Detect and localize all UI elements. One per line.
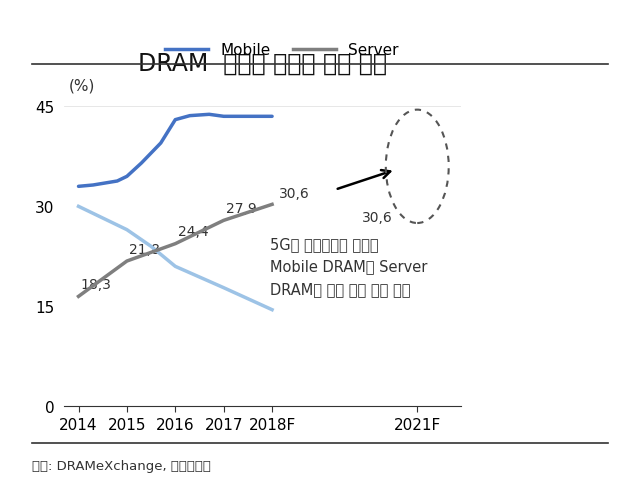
Mobile bbox=[138, 161, 145, 166]
Mobile bbox=[220, 114, 228, 120]
Server bbox=[220, 218, 228, 224]
Title: DRAM  제품별 출하량 비중 추이: DRAM 제품별 출하량 비중 추이 bbox=[138, 51, 387, 76]
Line: Mobile: Mobile bbox=[79, 115, 272, 187]
Mobile bbox=[172, 118, 179, 123]
Legend: Mobile, Server: Mobile, Server bbox=[159, 37, 405, 64]
Text: 30,6: 30,6 bbox=[279, 186, 310, 200]
Mobile bbox=[113, 179, 121, 184]
Text: 30,6: 30,6 bbox=[362, 210, 392, 224]
Mobile bbox=[205, 112, 213, 118]
Text: 24,4: 24,4 bbox=[178, 225, 209, 239]
Text: 27,9: 27,9 bbox=[226, 202, 257, 215]
Text: (%): (%) bbox=[69, 79, 95, 94]
Server bbox=[75, 294, 83, 300]
Mobile bbox=[268, 114, 276, 120]
Mobile bbox=[186, 114, 194, 120]
Text: 21,8: 21,8 bbox=[129, 242, 160, 256]
Mobile bbox=[123, 174, 131, 180]
Mobile bbox=[244, 114, 252, 120]
Server bbox=[123, 258, 131, 264]
Text: 18,3: 18,3 bbox=[81, 277, 112, 291]
Text: 자료: DRAMeXchange, 현대차증권: 자료: DRAMeXchange, 현대차증권 bbox=[32, 459, 211, 472]
Line: Server: Server bbox=[79, 205, 272, 297]
Server bbox=[172, 242, 179, 247]
Mobile bbox=[157, 141, 164, 147]
Server bbox=[268, 202, 276, 208]
Text: 5G와 인공지능의 만남은
Mobile DRAM과 Server
DRAM의 동반 성장 견인 예상: 5G와 인공지능의 만남은 Mobile DRAM과 Server DRAM의 … bbox=[269, 237, 427, 296]
Mobile bbox=[89, 183, 97, 189]
Mobile bbox=[75, 184, 83, 190]
